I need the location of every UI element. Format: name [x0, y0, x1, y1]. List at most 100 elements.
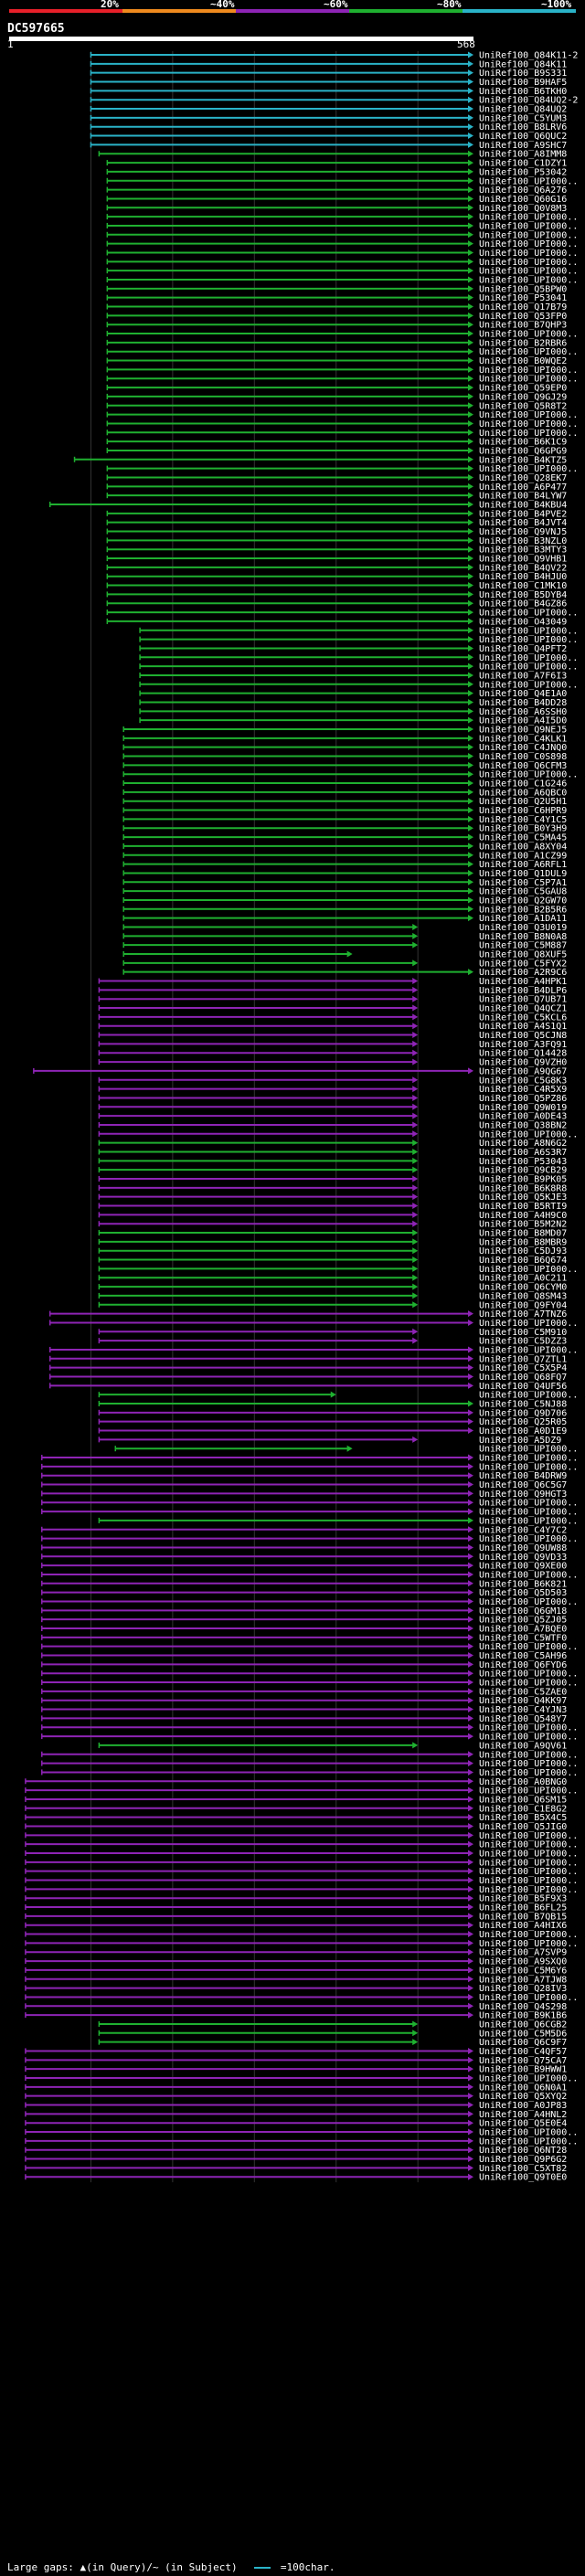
hit-label[interactable]: UniRef100_C4JNQ0 — [479, 743, 567, 753]
hit-label[interactable]: UniRef100_Q6C9F7 — [479, 2038, 567, 2048]
hit-label[interactable]: UniRef100_UPI000.. — [479, 1858, 578, 1868]
hit-label[interactable]: UniRef100_B8MBR9 — [479, 1237, 567, 1247]
hit-label[interactable]: UniRef100_UPI000.. — [479, 239, 578, 249]
hit-row[interactable]: UniRef100_C0S898 — [122, 752, 567, 762]
hit-row[interactable]: UniRef100_UPI000.. — [98, 1516, 578, 1526]
hit-row[interactable]: UniRef100_A6SSH0 — [139, 707, 567, 717]
hit-row[interactable]: UniRef100_A8IMM8 — [98, 150, 567, 160]
hit-label[interactable]: UniRef100_A7BQE0 — [479, 1625, 567, 1635]
hit-row[interactable]: UniRef100_Q9FY04 — [98, 1300, 567, 1310]
hit-row[interactable]: UniRef100_UPI000.. — [25, 2074, 578, 2084]
hit-row[interactable]: UniRef100_Q68FQ7 — [48, 1373, 568, 1383]
hit-row[interactable]: UniRef100_Q9W019 — [98, 1103, 567, 1113]
hit-row[interactable]: UniRef100_B8MD07 — [98, 1229, 567, 1239]
hit-label[interactable]: UniRef100_Q60G16 — [479, 195, 567, 205]
hit-label[interactable]: UniRef100_A6QBC0 — [479, 788, 567, 798]
hit-row[interactable]: UniRef100_Q5JIG0 — [25, 1822, 567, 1832]
hit-row[interactable]: UniRef100_C5XT82 — [25, 2164, 567, 2174]
hit-row[interactable]: UniRef100_C6HPR9 — [122, 806, 567, 816]
hit-row[interactable]: UniRef100_A0JP83 — [25, 2101, 567, 2111]
hit-row[interactable]: UniRef100_C5M6Y6 — [25, 1966, 567, 1976]
hit-label[interactable]: UniRef100_B9HAF5 — [479, 78, 567, 88]
hit-row[interactable]: UniRef100_A7F6I3 — [139, 671, 567, 681]
hit-label[interactable]: UniRef100_UPI000.. — [479, 419, 578, 429]
hit-label[interactable]: UniRef100_B4LYW7 — [479, 492, 567, 502]
hit-row[interactable]: UniRef100_Q6C9F7 — [98, 2038, 567, 2048]
hit-label[interactable]: UniRef100_B9PK05 — [479, 1175, 567, 1185]
hit-label[interactable]: UniRef100_A1DA11 — [479, 914, 567, 924]
hit-label[interactable]: UniRef100_UPI000.. — [479, 609, 578, 619]
hit-label[interactable]: UniRef100_A4H9C0 — [479, 1211, 567, 1221]
hit-row[interactable]: UniRef100_UPI000.. — [106, 230, 578, 240]
hit-label[interactable]: UniRef100_C4KLK1 — [479, 734, 567, 744]
hit-label[interactable]: UniRef100_Q3U019 — [479, 923, 567, 933]
hit-row[interactable]: UniRef100_C5DZZ3 — [98, 1337, 567, 1347]
hit-label[interactable]: UniRef100_C1DZY1 — [479, 159, 567, 169]
hit-label[interactable]: UniRef100_Q28EK7 — [479, 473, 567, 483]
hit-row[interactable]: UniRef100_Q25R05 — [98, 1417, 567, 1427]
hit-label[interactable]: UniRef100_Q5XYQ2 — [479, 2092, 567, 2102]
hit-row[interactable]: UniRef100_B9PK05 — [98, 1175, 567, 1185]
hit-label[interactable]: UniRef100_A4HIX6 — [479, 1921, 567, 1931]
hit-label[interactable]: UniRef100_B6FL25 — [479, 1903, 567, 1913]
hit-label[interactable]: UniRef100_UPI000.. — [479, 653, 578, 663]
hit-label[interactable]: UniRef100_B2RBR6 — [479, 338, 567, 348]
hit-label[interactable]: UniRef100_C5M6Y6 — [479, 1966, 567, 1976]
hit-row[interactable]: UniRef100_B8MBR9 — [98, 1237, 567, 1247]
hit-label[interactable]: UniRef100_C5XT82 — [479, 2164, 567, 2174]
hit-row[interactable]: UniRef100_C5YUM3 — [90, 113, 567, 123]
hit-label[interactable]: UniRef100_A4HPK1 — [479, 977, 567, 987]
hit-row[interactable]: UniRef100_B9HAF5 — [90, 78, 567, 88]
hit-row[interactable]: UniRef100_B4KTZ5 — [73, 455, 568, 465]
hit-label[interactable]: UniRef100_B2B5R6 — [479, 905, 567, 915]
hit-row[interactable]: UniRef100_Q548Y7 — [41, 1714, 568, 1724]
hit-row[interactable]: UniRef100_B4HJU0 — [106, 572, 567, 582]
hit-label[interactable]: UniRef100_C5FYX2 — [479, 959, 567, 969]
hit-label[interactable]: UniRef100_Q6QUC2 — [479, 132, 567, 142]
hit-label[interactable]: UniRef100_A5DZ9 — [479, 1436, 561, 1446]
hit-label[interactable]: UniRef100_B9K1B6 — [479, 2011, 567, 2021]
hit-label[interactable]: UniRef100_B4HJU0 — [479, 572, 567, 582]
hit-row[interactable]: UniRef100_Q6CGB2 — [98, 2019, 567, 2030]
hit-label[interactable]: UniRef100_Q5CJN8 — [479, 1031, 567, 1041]
hit-label[interactable]: UniRef100_B6Q674 — [479, 1256, 567, 1266]
hit-label[interactable]: UniRef100_C4Y7C2 — [479, 1525, 567, 1535]
hit-label[interactable]: UniRef100_A2R9C6 — [479, 968, 567, 978]
hit-row[interactable]: UniRef100_UPI000.. — [25, 2128, 578, 2138]
hit-label[interactable]: UniRef100_Q6CYM0 — [479, 1283, 567, 1293]
hit-row[interactable]: UniRef100_B9HWW1 — [25, 2065, 567, 2075]
hit-label[interactable]: UniRef100_Q84UQ2 — [479, 105, 567, 115]
hit-label[interactable]: UniRef100_P53043 — [479, 1157, 567, 1167]
hit-row[interactable]: UniRef100_C1G246 — [122, 779, 567, 790]
hit-row[interactable]: UniRef100_A9SHC7 — [90, 141, 567, 151]
hit-row[interactable]: UniRef100_A7TNZ6 — [48, 1309, 568, 1320]
hit-row[interactable]: UniRef100_A8XY04 — [122, 842, 567, 852]
hit-row[interactable]: UniRef100_C4Y1C5 — [122, 815, 567, 825]
hit-label[interactable]: UniRef100_UPI000.. — [479, 1876, 578, 1886]
hit-row[interactable]: UniRef100_UPI000.. — [41, 1570, 579, 1580]
hit-row[interactable]: UniRef100_UPI000.. — [139, 653, 578, 663]
hit-label[interactable]: UniRef100_Q2GW70 — [479, 896, 567, 906]
hit-label[interactable]: UniRef100_UPI000.. — [479, 1786, 578, 1797]
hit-row[interactable]: UniRef100_P53043 — [98, 1157, 567, 1167]
hit-row[interactable]: UniRef100_C5ZAE0 — [41, 1687, 568, 1697]
hit-row[interactable]: UniRef100_UPI000.. — [98, 1265, 578, 1275]
hit-label[interactable]: UniRef100_P53041 — [479, 293, 567, 303]
hit-row[interactable]: UniRef100_C5P7A1 — [122, 878, 567, 888]
hit-row[interactable]: UniRef100_B2B5R6 — [122, 905, 567, 915]
hit-row[interactable]: UniRef100_UPI000.. — [41, 1750, 579, 1760]
hit-label[interactable]: UniRef100_Q84K11 — [479, 59, 567, 69]
hit-label[interactable]: UniRef100_Q9FY04 — [479, 1300, 567, 1310]
hit-label[interactable]: UniRef100_B9HWW1 — [479, 2065, 567, 2075]
hit-row[interactable]: UniRef100_UPI000.. — [25, 1831, 578, 1841]
hit-label[interactable]: UniRef100_Q5KJE3 — [479, 1193, 567, 1203]
hit-label[interactable]: UniRef100_A0C211 — [479, 1274, 567, 1284]
hit-label[interactable]: UniRef100_C5MA45 — [479, 833, 567, 843]
hit-label[interactable]: UniRef100_C5P7A1 — [479, 878, 567, 888]
hit-row[interactable]: UniRef100_B4JVT4 — [106, 518, 567, 528]
hit-row[interactable]: UniRef100_Q4KK97 — [41, 1696, 568, 1706]
hit-label[interactable]: UniRef100_UPI000.. — [479, 1850, 578, 1860]
hit-label[interactable]: UniRef100_Q5JIG0 — [479, 1822, 567, 1832]
hit-label[interactable]: UniRef100_UPI000.. — [479, 230, 578, 240]
hit-label[interactable]: UniRef100_A6P477 — [479, 482, 567, 493]
